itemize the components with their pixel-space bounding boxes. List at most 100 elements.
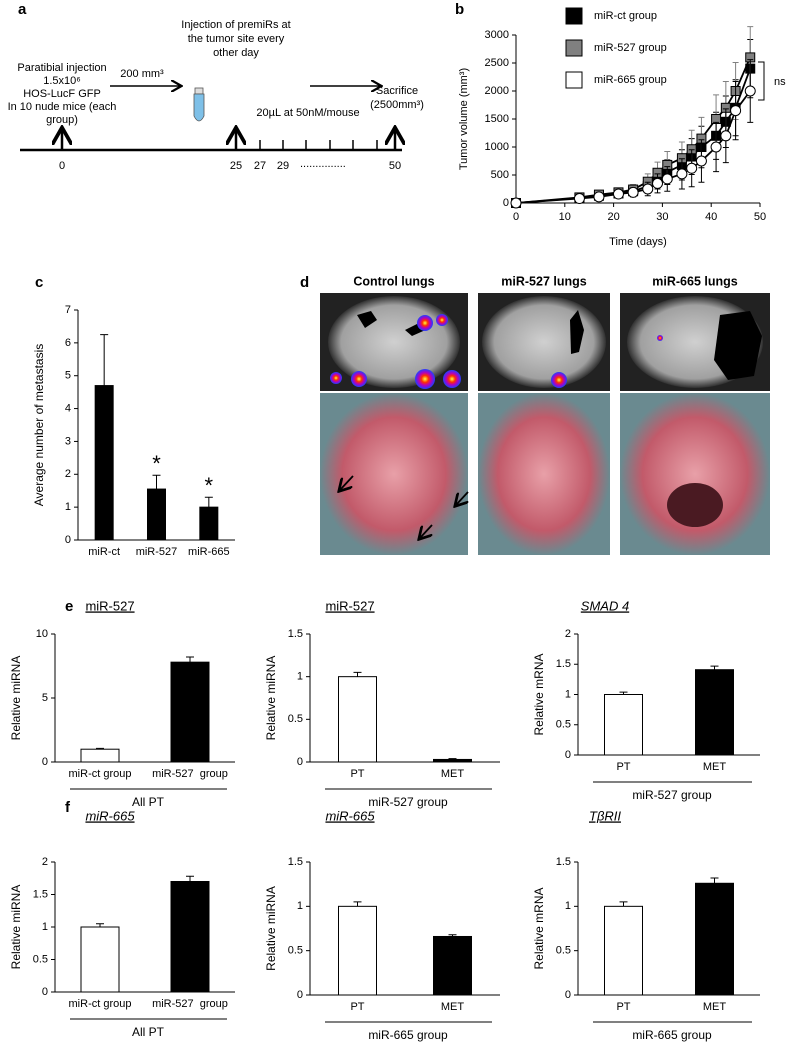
x-tick-label: 30 [656,211,668,223]
panel-label: d [300,274,309,291]
chart: 0 0.5 1 1.5 PT MET Relative miRNA miR-665 miR-66… [264,808,500,1042]
bar [695,669,734,756]
y-tick-label: 2000 [485,85,509,97]
y-tick-label: 10 [36,628,48,640]
bar [147,488,166,541]
x-tick-label: miR-527 group [152,768,228,780]
error-bar [96,923,104,927]
error-bar [710,877,719,884]
y-tick-label: 1 [297,900,303,912]
group-label: miR-527 group [632,788,712,802]
y-tick-label: 0.5 [33,953,48,965]
y-tick-label: 0.5 [556,945,571,957]
chart-title: SMAD 4 [581,598,629,613]
y-tick-label: 3000 [485,29,509,41]
y-axis-label: Relative miRNA [9,656,23,741]
error-bar [152,474,161,490]
chart-title: miR-665 [85,808,135,823]
x-tick-label: MET [441,768,465,780]
marker [710,141,722,153]
y-tick-label: 2 [565,628,571,640]
marker [510,197,522,209]
marker [695,155,707,167]
timeline-tick: 27 [254,160,266,172]
x-tick-label: PT [616,1001,630,1013]
x-tick-label: miR-527 group [152,998,228,1010]
chart: 0 0.5 1 1.5 PT MET Relative miRNA miR-527 miR-52… [264,598,500,809]
y-axis-label: Relative miRNA [9,885,23,970]
y-axis-label: Relative mRNA [532,653,546,735]
y-axis-label: Average number of metastasis [32,344,46,507]
chart-title: miR-527 [325,598,374,613]
group-label: miR-665 group [368,1028,448,1042]
chart: 0 5 10 miR-ct group miR-527 group Relative mi… [9,598,235,809]
timeline-tick: 0 [59,160,65,172]
marker [652,177,664,189]
marker [686,162,698,174]
timeline-text: 1.5x10⁶ [43,75,81,87]
y-tick-label: 1500 [485,113,509,125]
annotation-bracket [758,61,765,101]
y-axis-label: Relative miRNA [264,886,278,971]
y-tick-label: 1 [297,671,303,683]
x-tick-label: 0 [513,211,519,223]
x-tick-label: miR-665 [188,546,230,558]
timeline-text: other day [213,47,259,59]
significance: * [152,451,161,476]
y-tick-label: 1.5 [288,628,303,640]
timeline-text: group) [46,114,78,126]
error-bar [100,334,109,386]
bar [80,748,120,763]
legend-swatch [565,71,583,89]
y-tick-label: 5 [65,370,71,382]
panel-label: c [35,274,43,291]
y-tick-label: 1 [65,501,71,513]
y-tick-label: 5 [42,692,48,704]
chart: 0 0.5 1 1.5 PT MET Relative mRNA TβRII miR-665 g… [532,808,760,1042]
x-tick-label: MET [703,761,727,773]
timeline-text: In 10 nude mice (each [8,101,117,113]
panel-label: b [455,1,464,18]
bar [170,881,210,993]
y-tick-label: 0 [565,989,571,1001]
group-label: All PT [132,795,165,809]
marker [593,191,605,203]
timeline-tick: 50 [389,160,401,172]
legend-swatch [565,39,583,57]
bar [199,506,219,541]
y-tick-label: 0 [42,756,48,768]
legend-swatch [565,7,583,25]
timeline-text: Injection of premiRs at [181,19,290,31]
timeline-text: HOS-LucF GFP [23,88,101,100]
significance: * [205,473,214,498]
image-title: miR-665 lungs [652,274,737,288]
y-tick-label: 3 [65,435,71,447]
y-tick-label: 1 [42,921,48,933]
y-tick-label: 0.5 [288,713,303,725]
timeline-text: the tumor site every [188,33,285,45]
bar [433,935,472,996]
y-tick-label: 1 [565,900,571,912]
y-tick-label: 0.5 [288,945,303,957]
y-tick-label: 1.5 [556,856,571,868]
error-bar [186,875,194,882]
legend-label: miR-665 group [594,74,667,86]
y-tick-label: 6 [65,337,71,349]
marker [642,183,654,195]
marker [612,188,624,200]
y-tick-label: 7 [65,304,71,316]
marker [676,168,688,180]
x-tick-label: PT [350,1001,364,1013]
timeline-text: 200 mm³ [120,68,164,80]
image-title: miR-527 lungs [501,274,586,288]
marker [661,173,673,185]
x-tick-label: MET [441,1001,465,1013]
group-label: All PT [132,1025,165,1039]
marker [573,193,585,205]
y-tick-label: 2 [42,856,48,868]
bar [604,694,643,756]
chart-title: miR-527 [85,598,134,613]
x-tick-label: MET [703,1001,727,1013]
x-tick-label: 50 [754,211,766,223]
group-label: miR-527 group [368,795,448,809]
